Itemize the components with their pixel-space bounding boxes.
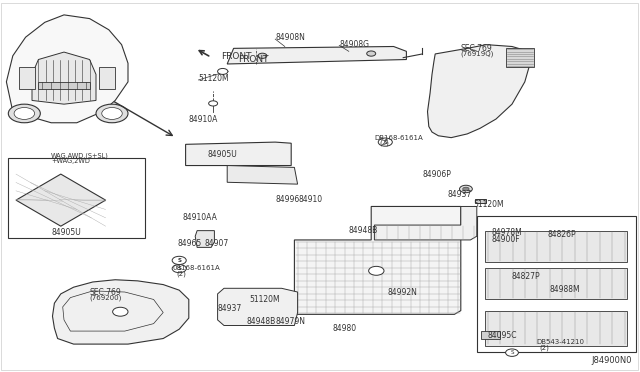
Circle shape	[96, 104, 128, 123]
Text: 84948B: 84948B	[349, 226, 378, 235]
Circle shape	[369, 266, 384, 275]
Text: J84900N0: J84900N0	[592, 356, 632, 365]
Bar	[481, 331, 500, 339]
Text: (2): (2)	[379, 140, 388, 147]
Text: DB168-6161A: DB168-6161A	[374, 135, 423, 141]
Text: (76919Q): (76919Q)	[461, 51, 494, 57]
Circle shape	[172, 256, 186, 264]
Text: S: S	[510, 350, 514, 355]
Circle shape	[378, 138, 392, 146]
Text: 84905U: 84905U	[51, 228, 81, 237]
Text: 84965: 84965	[178, 239, 202, 248]
Text: (769200): (769200)	[90, 294, 122, 301]
Text: SEC.769: SEC.769	[461, 44, 493, 53]
Polygon shape	[227, 46, 406, 64]
Circle shape	[209, 101, 218, 106]
Text: S: S	[177, 258, 181, 263]
Text: 84905U: 84905U	[208, 150, 237, 159]
Text: FRONT: FRONT	[221, 52, 252, 61]
Text: 84937: 84937	[448, 190, 472, 199]
Text: 84900F: 84900F	[492, 235, 520, 244]
Bar	[8, 158, 145, 238]
Polygon shape	[428, 45, 531, 138]
Text: 84910AA: 84910AA	[182, 213, 217, 222]
Text: S: S	[383, 140, 387, 145]
Bar	[485, 311, 627, 346]
Text: 84910: 84910	[299, 195, 323, 203]
Circle shape	[8, 104, 40, 123]
Polygon shape	[374, 206, 477, 240]
Polygon shape	[195, 231, 214, 247]
Polygon shape	[506, 48, 534, 67]
Text: SEC.769: SEC.769	[90, 288, 122, 296]
Text: DB543-41210: DB543-41210	[536, 339, 584, 345]
Text: 84948B: 84948B	[246, 317, 276, 326]
Text: S: S	[177, 266, 181, 271]
Bar	[118, 309, 122, 314]
Text: WAG,AWD,(S+SL): WAG,AWD,(S+SL)	[51, 152, 109, 159]
Bar	[99, 67, 115, 89]
Text: 84826P: 84826P	[547, 230, 576, 239]
Polygon shape	[32, 52, 96, 104]
Text: 84992N: 84992N	[387, 288, 417, 296]
Text: 84980: 84980	[333, 324, 357, 333]
Circle shape	[258, 53, 267, 58]
Text: 84827P: 84827P	[512, 272, 541, 280]
Polygon shape	[6, 15, 128, 123]
Polygon shape	[218, 288, 298, 326]
Text: 08168-6161A: 08168-6161A	[173, 265, 221, 271]
Bar	[19, 67, 35, 89]
Text: (2): (2)	[540, 344, 549, 351]
Bar	[475, 199, 486, 203]
Text: 84910A: 84910A	[189, 115, 218, 124]
Polygon shape	[294, 206, 461, 314]
Text: +WAG,2WD: +WAG,2WD	[51, 158, 90, 164]
Text: (2): (2)	[176, 270, 186, 277]
Text: 84988M: 84988M	[549, 285, 580, 294]
Circle shape	[460, 185, 472, 193]
Polygon shape	[227, 166, 298, 184]
Bar	[485, 231, 627, 262]
Text: 84978M: 84978M	[492, 228, 522, 237]
Text: 51120M: 51120M	[250, 295, 280, 304]
Polygon shape	[38, 82, 90, 89]
Text: 84908N: 84908N	[275, 33, 305, 42]
Circle shape	[367, 51, 376, 56]
Text: 51120M: 51120M	[198, 74, 229, 83]
Circle shape	[218, 68, 228, 74]
Text: FRONT: FRONT	[238, 55, 269, 64]
Circle shape	[506, 349, 518, 356]
Circle shape	[113, 307, 128, 316]
Text: 84937: 84937	[218, 304, 242, 312]
Text: 84908G: 84908G	[339, 40, 369, 49]
Text: 84996: 84996	[275, 195, 300, 203]
Text: 51120M: 51120M	[474, 200, 504, 209]
Text: 84906P: 84906P	[422, 170, 451, 179]
Polygon shape	[16, 174, 106, 226]
Circle shape	[14, 108, 35, 119]
Polygon shape	[52, 280, 189, 344]
Bar	[477, 216, 636, 352]
Bar	[485, 268, 627, 299]
Text: 84979N: 84979N	[275, 317, 305, 326]
Circle shape	[463, 187, 469, 191]
Text: 84907: 84907	[205, 239, 229, 248]
Circle shape	[172, 264, 186, 273]
Polygon shape	[186, 142, 291, 166]
Text: 84095C: 84095C	[488, 331, 517, 340]
Circle shape	[102, 108, 122, 119]
